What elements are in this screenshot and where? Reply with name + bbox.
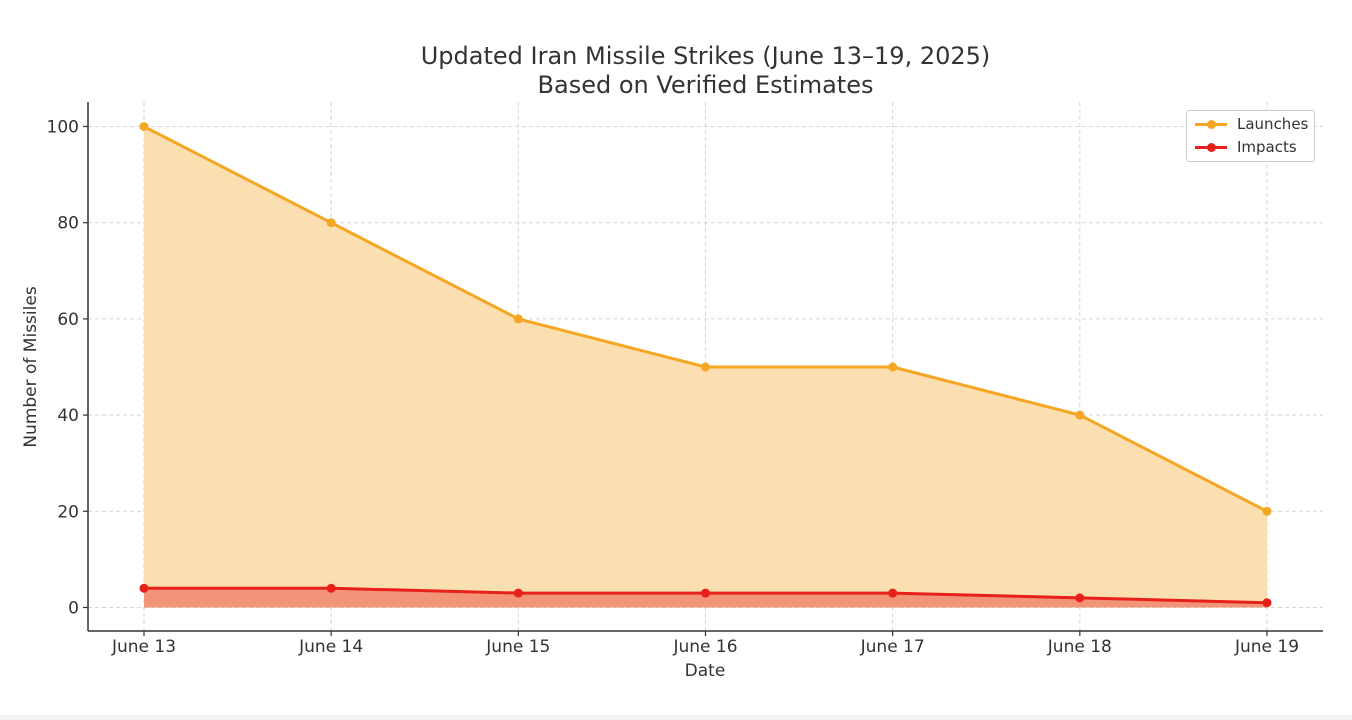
y-tick-label: 60	[57, 310, 79, 330]
impacts-area	[144, 588, 1267, 608]
launches-point	[326, 218, 336, 228]
x-tick-label: June 18	[1047, 637, 1112, 657]
bottom-strip	[0, 715, 1352, 720]
impacts-point	[701, 588, 710, 598]
x-tick-label: June 14	[298, 637, 363, 657]
tick-labels: 0 20 40 60 80 100 June 13 June 14 June 15 June 16…	[47, 118, 1299, 658]
impacts-point	[1075, 593, 1085, 603]
x-tick-label: June 16	[672, 637, 737, 657]
launches-point	[701, 362, 710, 372]
launches-point	[888, 362, 898, 372]
launches-point	[1262, 506, 1272, 516]
impacts-point	[1262, 598, 1272, 608]
y-tick-label: 80	[57, 214, 79, 234]
y-tick-label: 100	[47, 118, 79, 138]
launches-point	[1075, 410, 1085, 420]
impacts-point	[326, 583, 336, 593]
legend-swatch-impacts	[1195, 142, 1227, 152]
axes	[83, 102, 1323, 636]
legend: Launches Impacts	[1186, 110, 1315, 162]
x-axis-label: Date	[685, 661, 726, 681]
y-tick-label: 0	[68, 599, 79, 619]
impacts-point	[888, 588, 898, 598]
y-axis-label: Number of Missiles	[21, 286, 41, 447]
x-tick-label: June 13	[111, 637, 176, 657]
x-tick-label: June 17	[860, 637, 925, 657]
y-tick-label: 40	[57, 406, 79, 426]
legend-label: Impacts	[1237, 138, 1297, 156]
legend-swatch-launches	[1195, 119, 1227, 129]
legend-label: Launches	[1237, 115, 1309, 133]
chart-title: Updated Iran Missile Strikes (June 13–19…	[420, 42, 991, 70]
impacts-point	[139, 583, 149, 593]
y-tick-label: 20	[57, 502, 79, 522]
legend-item-impacts: Impacts	[1195, 137, 1297, 157]
chart-subtitle: Based on Verified Estimates	[537, 71, 874, 99]
legend-item-launches: Launches	[1195, 114, 1308, 134]
series-points	[139, 122, 1272, 608]
impacts-point	[513, 588, 523, 598]
x-tick-label: June 15	[485, 637, 550, 657]
launches-point	[513, 314, 523, 324]
x-tick-label: June 19	[1234, 637, 1299, 657]
launches-point	[139, 122, 149, 131]
